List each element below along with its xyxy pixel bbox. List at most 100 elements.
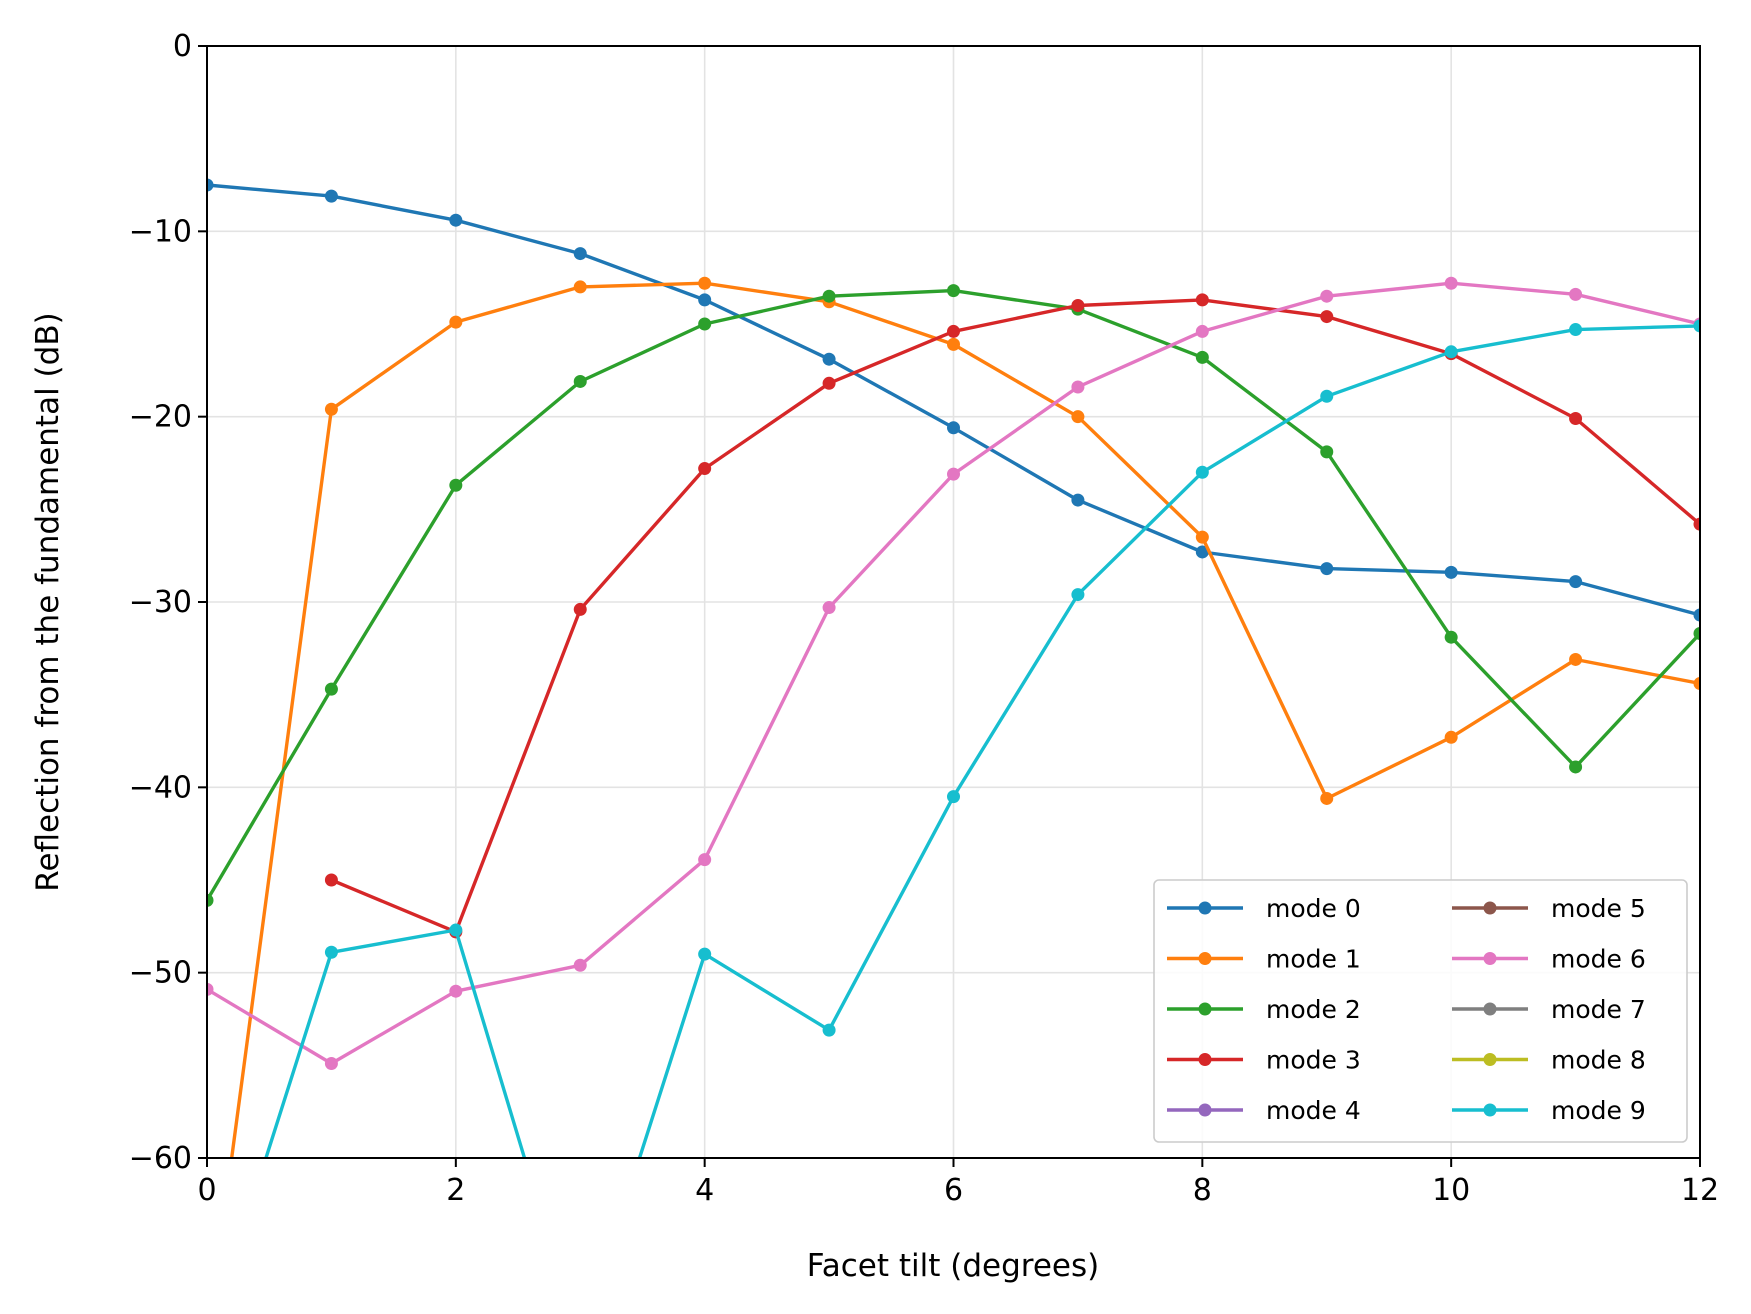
- mode-3-point: [1320, 310, 1334, 324]
- legend-label-mode-3: mode 3: [1266, 1046, 1361, 1075]
- x-tick-label: 2: [446, 1173, 465, 1208]
- mode-6-point: [1320, 289, 1334, 303]
- mode-2-point: [947, 284, 960, 298]
- mode-6-point: [324, 1056, 338, 1070]
- mode-3-point: [698, 462, 712, 476]
- legend-marker-mode-2: [1198, 1002, 1212, 1016]
- mode-1-point: [947, 337, 960, 351]
- mode-9-point: [1693, 319, 1700, 333]
- legend-label-mode-9: mode 9: [1551, 1096, 1646, 1125]
- mode-2-point: [1195, 350, 1209, 364]
- mode-0-point: [207, 178, 214, 192]
- mode-3-point: [324, 873, 338, 887]
- mode-0-point: [1071, 493, 1085, 507]
- mode-3-point: [1071, 298, 1085, 312]
- mode-1-point: [1071, 410, 1085, 424]
- mode-3-point: [573, 602, 587, 616]
- x-tick-label: 6: [944, 1173, 963, 1208]
- mode-2-point: [1444, 630, 1458, 644]
- mode-2-point: [324, 682, 338, 696]
- legend-marker-mode-7: [1483, 1002, 1497, 1016]
- mode-1-point: [1569, 652, 1583, 666]
- series-layer: [207, 178, 1700, 1158]
- mode-6-point: [947, 467, 960, 481]
- legend-marker-mode-1: [1198, 952, 1212, 965]
- legend-marker-mode-3: [1198, 1053, 1212, 1066]
- mode-2-point: [698, 317, 712, 331]
- mode-3-point: [822, 376, 836, 390]
- mode-2-point: [822, 289, 836, 303]
- mode-0-point: [1569, 575, 1583, 589]
- mode-6-point: [449, 984, 463, 998]
- mode-0-point: [1444, 565, 1458, 579]
- mode-9-point: [698, 947, 712, 961]
- mode-6-point: [207, 982, 214, 996]
- mode-1-point: [1195, 530, 1209, 544]
- y-tick-label: −10: [129, 214, 192, 249]
- mode-1-point: [573, 280, 587, 294]
- mode-3-point: [1693, 517, 1700, 531]
- mode-9-point: [947, 790, 960, 804]
- mode-1-point: [324, 402, 338, 416]
- legend-label-mode-7: mode 7: [1551, 995, 1646, 1024]
- y-axis-label: Reflection from the fundamental (dB): [30, 312, 66, 891]
- mode-6-point: [573, 958, 587, 972]
- legend-marker-mode-9: [1483, 1103, 1497, 1117]
- mode-0-point: [822, 352, 836, 366]
- mode-6-point: [698, 853, 712, 867]
- legend-label-mode-1: mode 1: [1266, 945, 1361, 974]
- mode-6-point: [1444, 276, 1458, 290]
- mode-2-point: [449, 478, 463, 492]
- mode-0-point: [573, 247, 587, 261]
- mode-6-point: [822, 601, 836, 615]
- mode-9-point: [1195, 465, 1209, 479]
- mode-9-point: [1569, 323, 1583, 337]
- mode-1-point: [1693, 677, 1700, 691]
- legend-marker-mode-4: [1198, 1103, 1212, 1117]
- mode-1-point: [1444, 730, 1458, 744]
- mode-2-point: [1693, 627, 1700, 641]
- mode-2-point: [1320, 445, 1334, 459]
- y-tick-label: 0: [173, 29, 192, 64]
- y-tick-label: −50: [129, 956, 192, 991]
- mode-9-point: [324, 945, 338, 959]
- legend-box: [1153, 879, 1688, 1143]
- mode-6-point: [1569, 287, 1583, 301]
- mode-3-point: [1569, 412, 1583, 426]
- mode-9-point: [822, 1023, 836, 1037]
- legend: mode 0 mode 1 mode 2 mode 3 mode 4 mode 5 mode…: [1153, 879, 1688, 1143]
- mode-2-point: [207, 893, 214, 907]
- mode-9-point: [1444, 345, 1458, 359]
- x-axis-label: Facet tilt (degrees): [807, 1248, 1099, 1284]
- x-tick-label: 8: [1193, 1173, 1212, 1208]
- mode-0-point: [449, 213, 463, 227]
- x-tick-label: 4: [695, 1173, 714, 1208]
- mode-2-point: [573, 374, 587, 388]
- mode-6-point: [1071, 380, 1085, 394]
- legend-marker-mode-5: [1483, 901, 1497, 915]
- mode-0-point: [1693, 608, 1700, 622]
- legend-marker-mode-6: [1483, 952, 1497, 965]
- legend-label-mode-8: mode 8: [1551, 1046, 1646, 1075]
- mode-9-point: [1071, 588, 1085, 602]
- legend-label-mode-0: mode 0: [1266, 894, 1361, 923]
- legend-marker-mode-0: [1198, 901, 1212, 915]
- mode-1-point: [1320, 791, 1334, 805]
- x-tick-label: 12: [1681, 1173, 1719, 1208]
- legend-label-mode-5: mode 5: [1551, 894, 1646, 923]
- mode-1-point: [698, 276, 712, 290]
- mode-0-point: [947, 421, 960, 435]
- y-tick-label: −20: [129, 400, 192, 435]
- mode-3-line: [330, 298, 1700, 934]
- legend-label-mode-4: mode 4: [1266, 1096, 1361, 1125]
- mode-9-point: [1320, 389, 1334, 403]
- mode-0-point: [1320, 562, 1334, 576]
- legend-label-mode-6: mode 6: [1551, 945, 1646, 974]
- mode-3-point: [947, 324, 960, 338]
- legend-marker-mode-8: [1483, 1053, 1497, 1066]
- mode-9-point: [449, 923, 463, 937]
- mode-0-point: [698, 293, 712, 307]
- mode-1-point: [449, 315, 463, 329]
- mode-0-point: [1195, 545, 1209, 559]
